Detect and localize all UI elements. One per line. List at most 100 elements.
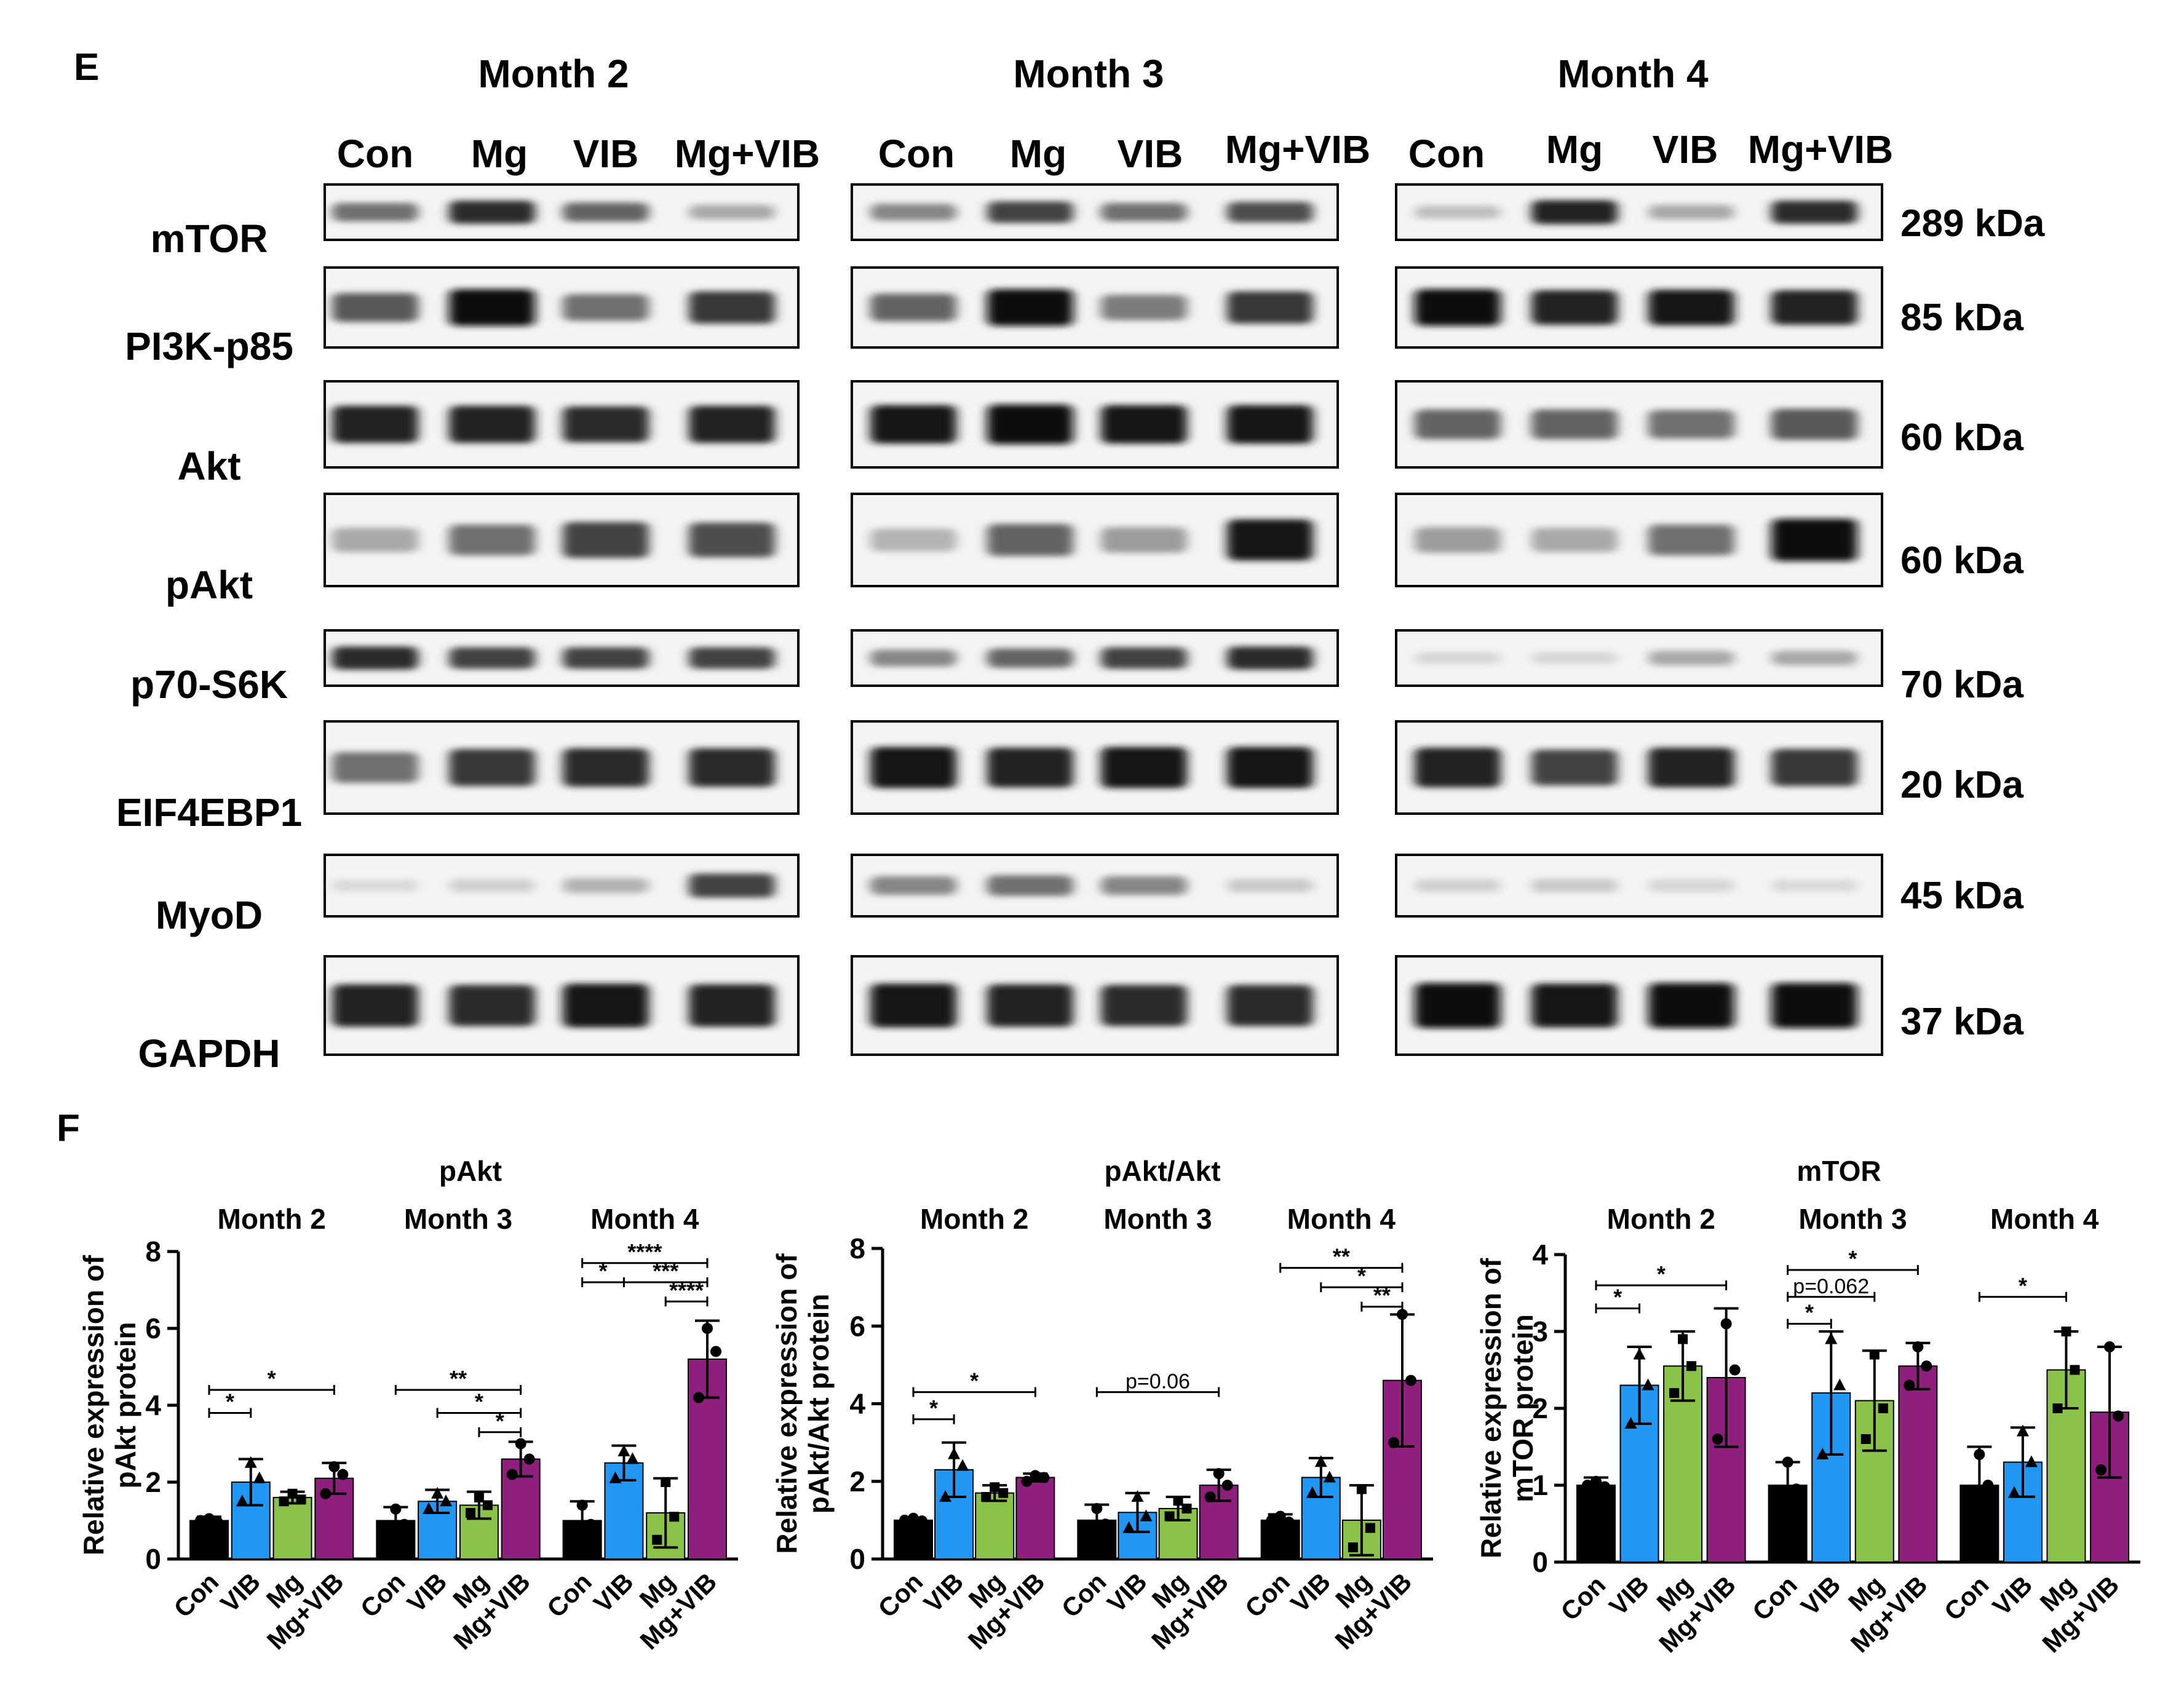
band-group [1415, 747, 1857, 788]
category-tick-label: VIB [1102, 1567, 1153, 1618]
blot-band [449, 524, 535, 556]
category-tick-label: Con [355, 1567, 411, 1623]
blot-row-eif4ebp1: EIF4EBP1 20 kDa [116, 720, 2023, 835]
blot-band [870, 204, 956, 221]
blot-band [332, 879, 418, 892]
group-label: Month 2 [920, 1203, 1028, 1235]
category-tick-label: VIB [918, 1567, 969, 1618]
blot-band [689, 984, 775, 1027]
band-group [332, 873, 775, 898]
blot-band [332, 752, 418, 784]
data-point [1221, 1480, 1233, 1491]
band-group [332, 522, 775, 558]
blot-band [332, 293, 418, 322]
band-group [1415, 518, 1857, 561]
significance-label: * [1848, 1246, 1857, 1271]
blot-band [563, 647, 649, 669]
y-axis-label-line: Relative expression of [77, 1255, 109, 1555]
data-point [1266, 1514, 1277, 1526]
y-tick-label: 1 [1532, 1469, 1548, 1501]
blot-band [1771, 408, 1857, 440]
chart-title: mTOR [1797, 1155, 1881, 1187]
blot-band [449, 289, 535, 326]
blot-band [870, 528, 956, 552]
data-point [2025, 1455, 2038, 1467]
y-axis-label: Relative expression ofpAkt/Akt protein [771, 1253, 835, 1554]
data-point [899, 1514, 910, 1526]
blot-band [689, 748, 775, 787]
data-point [1773, 1495, 1785, 1506]
blot-band [332, 528, 418, 552]
data-point [710, 1346, 721, 1357]
blot-band [449, 647, 535, 669]
y-axis-label-line: Relative expression of [771, 1253, 803, 1554]
blot-band [689, 647, 775, 669]
data-point [1833, 1378, 1846, 1391]
significance-label: * [268, 1366, 276, 1391]
blot-band [332, 405, 418, 443]
blot-band [1531, 652, 1618, 664]
category-tick-label: Con [1555, 1570, 1611, 1626]
blot-band [870, 983, 956, 1028]
blot-band [563, 294, 649, 321]
data-point [1720, 1318, 1732, 1330]
band-group [332, 646, 775, 670]
band-group [1415, 878, 1857, 893]
blot-band [870, 405, 956, 444]
bar-con [189, 1520, 229, 1560]
band-group [332, 983, 775, 1028]
bar-mg-vib [1898, 1365, 1938, 1563]
data-point [1686, 1361, 1697, 1371]
blot-band [1648, 205, 1734, 220]
blot-band [1101, 985, 1187, 1026]
significance-label: ** [1373, 1283, 1391, 1308]
blot-rows: mTOR 289 kDa PI3K-p85 85 kDa Akt 60 kDa pAkt 60… [116, 183, 2045, 1076]
blot-band [563, 983, 649, 1028]
data-point [1091, 1502, 1103, 1514]
blot-band [332, 646, 418, 670]
blot-band [1415, 527, 1501, 553]
lane-label: VIB [1118, 132, 1183, 176]
data-point [585, 1518, 597, 1530]
bar-mg-vib [1015, 1477, 1055, 1560]
blot-band [1531, 528, 1618, 552]
data-point [1974, 1449, 1985, 1460]
y-tick-label: 0 [1532, 1546, 1548, 1578]
category-tick-label: Con [1939, 1570, 1995, 1626]
blot-band [1648, 747, 1734, 788]
significance-label: **** [669, 1277, 704, 1303]
data-point [1860, 1434, 1871, 1444]
data-point [2007, 1486, 2020, 1498]
data-point [669, 1512, 680, 1522]
lane-label: Con [878, 132, 955, 176]
protein-label: GAPDH [138, 1031, 280, 1076]
blot-month-header-3: Month 4 [1557, 52, 1709, 96]
data-point [1140, 1509, 1153, 1521]
blot-band [1771, 290, 1857, 325]
blot-band [1101, 747, 1187, 788]
y-tick-label: 6 [145, 1312, 161, 1344]
y-tick-label: 3 [1532, 1315, 1548, 1347]
data-point [287, 1488, 298, 1499]
data-point [465, 1508, 475, 1518]
data-point [440, 1494, 453, 1507]
y-tick-label: 0 [849, 1543, 865, 1575]
band-group [870, 983, 1313, 1028]
data-point [1965, 1510, 1977, 1521]
lane-label: Mg+VIB [675, 132, 820, 176]
data-point [1678, 1334, 1688, 1344]
blot-band [1771, 983, 1857, 1028]
protein-label: MyoD [156, 893, 263, 937]
blot-band [1415, 983, 1501, 1028]
data-point [1213, 1468, 1225, 1480]
y-tick-label: 4 [849, 1388, 865, 1420]
significance-label: * [496, 1408, 504, 1434]
data-point [1590, 1475, 1602, 1487]
band-group [332, 200, 775, 224]
band-group [332, 748, 775, 787]
blot-band [1531, 200, 1618, 224]
category-tick-label: VIB [1285, 1567, 1336, 1618]
significance-label: *** [653, 1258, 678, 1283]
